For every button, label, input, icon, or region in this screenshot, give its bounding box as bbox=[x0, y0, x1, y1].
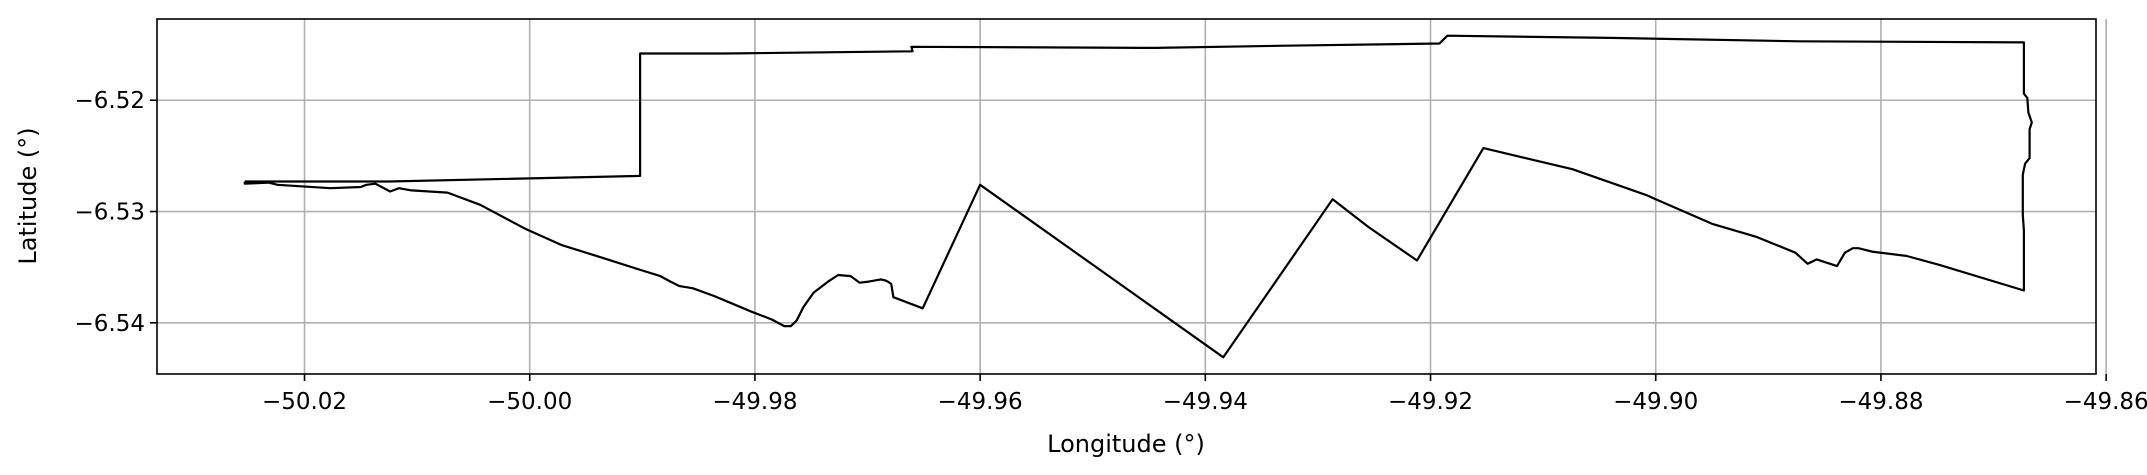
y-tick-label: −6.54 bbox=[75, 311, 145, 337]
x-tick-label: −49.86 bbox=[2064, 389, 2147, 415]
x-tick-label: −49.96 bbox=[938, 389, 1023, 415]
plot-frame bbox=[156, 18, 2097, 375]
grid-lines bbox=[157, 19, 2107, 374]
y-axis: −6.52 −6.53 −6.54 bbox=[75, 88, 157, 337]
x-tick-label: −49.88 bbox=[1838, 389, 1923, 415]
x-tick-label: −49.92 bbox=[1388, 389, 1473, 415]
x-tick-label: −49.94 bbox=[1163, 389, 1248, 415]
x-tick-label: −50.00 bbox=[487, 389, 572, 415]
y-tick-label: −6.52 bbox=[75, 88, 145, 114]
x-axis-label: Longitude (°) bbox=[1047, 430, 1205, 458]
y-tick-label: −6.53 bbox=[75, 200, 145, 226]
x-axis: −50.02 −50.00 −49.98 −49.96 −49.94 −49.92 −49.… bbox=[262, 374, 2147, 415]
y-axis-label: Latitude (°) bbox=[14, 127, 42, 264]
boundary-layer bbox=[243, 34, 2033, 359]
x-tick-label: −50.02 bbox=[262, 389, 347, 415]
boundary-line bbox=[243, 34, 2033, 359]
x-tick-label: −49.98 bbox=[712, 389, 797, 415]
x-tick-label: −49.90 bbox=[1613, 389, 1698, 415]
